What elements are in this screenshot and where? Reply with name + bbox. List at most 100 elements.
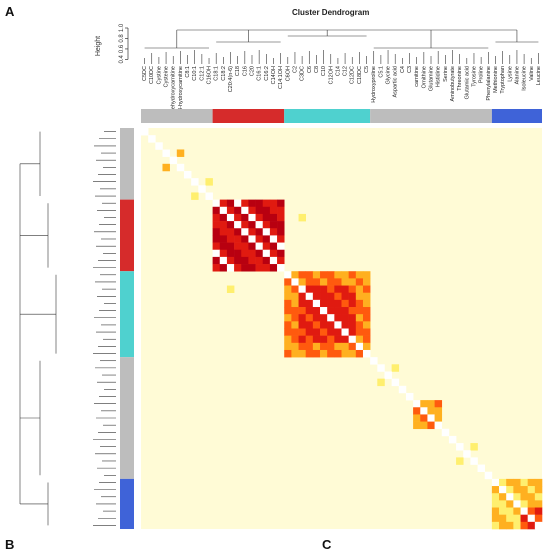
heatmap-cell	[312, 349, 321, 358]
heatmap-cell	[355, 349, 364, 358]
heatmap-cell	[506, 500, 514, 508]
heatmap-cell	[362, 278, 371, 286]
heatmap-cell	[284, 307, 292, 315]
column-label: Histidine	[436, 66, 442, 87]
heatmap-cell	[491, 507, 500, 515]
heatmap-cell	[255, 235, 264, 243]
heatmap-cell	[327, 321, 335, 329]
heatmap-cell	[341, 321, 349, 329]
heatmap-cell	[327, 278, 335, 286]
heatmap-cell	[534, 493, 543, 501]
column-label: Aspartic acid	[393, 66, 399, 98]
heatmap-cell	[520, 507, 528, 515]
heatmap-cell	[255, 228, 264, 236]
heatmap-cell	[362, 328, 371, 336]
heatmap-cell	[205, 192, 213, 200]
heatmap-cell	[413, 414, 421, 422]
heatmap-cell	[226, 249, 235, 258]
height-tick-label: 0.6	[119, 44, 125, 53]
heatmap-cell	[198, 185, 206, 193]
heatmap-cell	[513, 478, 521, 487]
heatmap-cell	[226, 256, 235, 265]
heatmap-cell	[348, 342, 357, 351]
heatmap-cell	[305, 307, 314, 315]
heatmap-cell	[284, 299, 292, 308]
heatmap-cell	[248, 264, 256, 272]
heatmap-cell	[277, 235, 285, 243]
heatmap-cell	[362, 299, 371, 308]
heatmap-cell	[291, 342, 299, 351]
heatmap-cell	[248, 199, 256, 208]
heatmap-cell	[320, 321, 328, 329]
column-label: C20:4(n-6)	[228, 66, 234, 92]
heatmap-cell	[284, 285, 292, 293]
column-label: C14:1OH	[278, 66, 284, 89]
heatmap-cell	[420, 414, 428, 422]
heatmap-cell	[248, 221, 256, 229]
heatmap-cell	[262, 221, 271, 229]
heatmap-cell	[355, 292, 364, 301]
heatmap-cell	[205, 178, 213, 186]
heatmap-cell	[362, 307, 371, 315]
heatmap-cell	[219, 221, 228, 229]
heatmap-cell	[291, 321, 299, 329]
heatmap-cell	[241, 256, 249, 265]
column-label: Isoleucine	[522, 66, 528, 91]
heatmap-cell	[277, 264, 285, 272]
heatmap-cell	[234, 228, 242, 236]
heatmap-cell	[327, 314, 335, 322]
heatmap-cell	[212, 206, 221, 215]
heatmap-cell	[334, 335, 342, 344]
heatmap-cell	[341, 271, 349, 279]
heatmap-cell	[320, 285, 328, 293]
heatmap-cell	[277, 256, 285, 265]
heatmap-cell	[291, 299, 299, 308]
heatmap-cell	[334, 271, 342, 279]
heatmap-cell	[298, 314, 306, 322]
column-label: C6	[307, 66, 313, 73]
top-dendrogram	[144, 29, 539, 64]
heatmap-cell	[212, 249, 221, 258]
heatmap-cell	[226, 206, 235, 215]
heatmap-cell	[176, 149, 185, 157]
heatmap-cell	[291, 285, 299, 293]
heatmap-cell	[298, 321, 306, 329]
heatmap-cell	[212, 256, 221, 265]
heatmap-cell	[513, 507, 521, 515]
heatmap-cell	[413, 421, 421, 430]
heatmap-cell	[520, 478, 528, 487]
heatmap-cell	[506, 493, 514, 501]
heatmap-cell	[341, 342, 349, 351]
heatmap-cell	[441, 428, 450, 437]
heatmap-cell	[513, 514, 521, 523]
column-label: C10DC	[149, 66, 155, 84]
heatmap-cell	[362, 271, 371, 279]
column-label: Alanine	[514, 66, 520, 84]
heatmap-cell	[269, 235, 278, 243]
heatmap-cell	[241, 235, 249, 243]
heatmap-cell	[334, 349, 342, 358]
heatmap-cell	[327, 292, 335, 301]
heatmap-cell	[398, 385, 407, 394]
column-label: C10:1	[192, 66, 198, 81]
column-label: Hydroxyproline	[371, 66, 377, 103]
column-label: Aminobutyrate	[450, 66, 456, 101]
heatmap-cell	[506, 486, 514, 494]
heatmap-cell	[298, 278, 306, 286]
column-label: C12	[343, 66, 349, 76]
heatmap-cell	[513, 493, 521, 501]
heatmap-cell	[298, 271, 306, 279]
heatmap-cell	[334, 314, 342, 322]
heatmap-cell	[413, 400, 421, 408]
heatmap-cell	[506, 521, 514, 530]
column-label: C16:1	[257, 66, 263, 81]
heatmap-cell	[305, 271, 314, 279]
heatmap-cell	[434, 407, 443, 415]
column-label: Threonine	[457, 66, 463, 91]
heatmap-cell	[219, 228, 228, 236]
column-label: Cystine	[156, 66, 162, 84]
heatmap-cell	[219, 242, 228, 251]
left-bar-segment-grey-2	[120, 357, 134, 479]
heatmap-cell	[527, 514, 536, 523]
heatmap-cell	[341, 278, 349, 286]
